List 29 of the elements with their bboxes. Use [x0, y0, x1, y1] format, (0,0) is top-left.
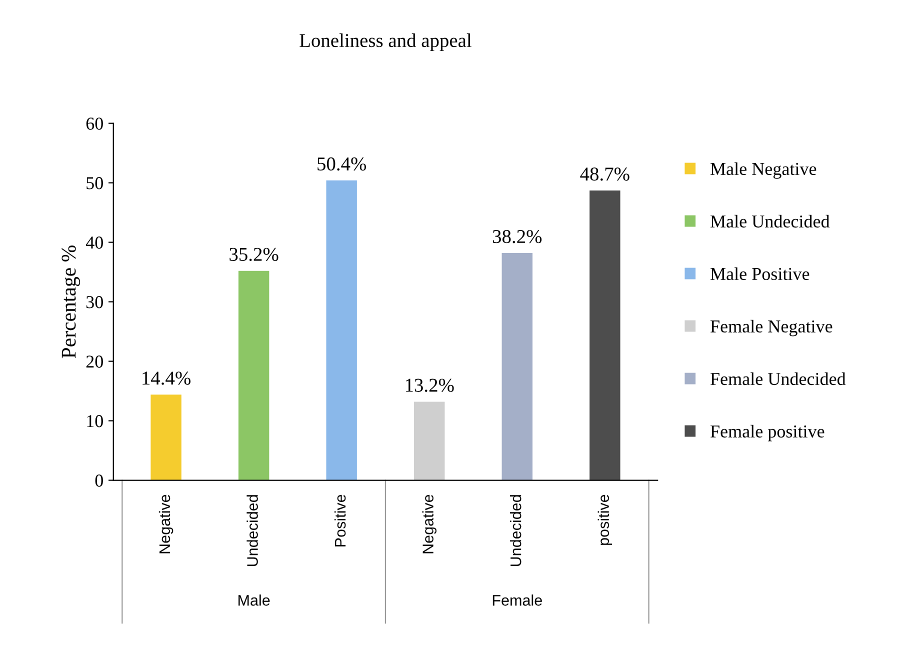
data-label: 48.7% — [580, 168, 630, 181]
x-tick-label: Undecided — [510, 495, 522, 566]
data-label: 35.2% — [230, 248, 278, 262]
data-label: 14.4% — [142, 372, 190, 385]
data-label: 38.2% — [492, 230, 542, 244]
legend-label: Male Undecided — [710, 214, 830, 228]
y-tick-label: 50 — [86, 177, 103, 190]
x-tick-label: Positive — [334, 494, 346, 546]
y-tick-label: 0 — [95, 474, 103, 487]
y-axis-title: Percentage % — [62, 246, 80, 358]
legend-label: Female Negative — [710, 320, 832, 336]
data-label: 50.4% — [318, 157, 366, 171]
y-tick-label: 30 — [86, 296, 103, 308]
data-label: 13.2% — [406, 378, 454, 392]
y-tick-label: 20 — [86, 356, 103, 368]
legend-label: Female Undecided — [710, 372, 846, 386]
chart-title: Loneliness and appeal — [300, 33, 472, 52]
y-tick-label: 60 — [86, 118, 103, 130]
x-tick-label: Negative — [422, 494, 436, 554]
x-tick-label: Negative — [158, 494, 174, 554]
legend-label: Female positive — [710, 424, 824, 442]
y-tick-label: 10 — [87, 415, 103, 428]
x-tick-label: positive — [598, 494, 612, 545]
legend-label: Male Positive — [710, 267, 810, 280]
y-tick-label: 40 — [86, 236, 103, 249]
legend-label: Male Negative — [710, 162, 816, 179]
x-tick-label: Undecided — [246, 495, 258, 566]
text: Male — [238, 594, 270, 606]
text: Female — [492, 594, 542, 606]
